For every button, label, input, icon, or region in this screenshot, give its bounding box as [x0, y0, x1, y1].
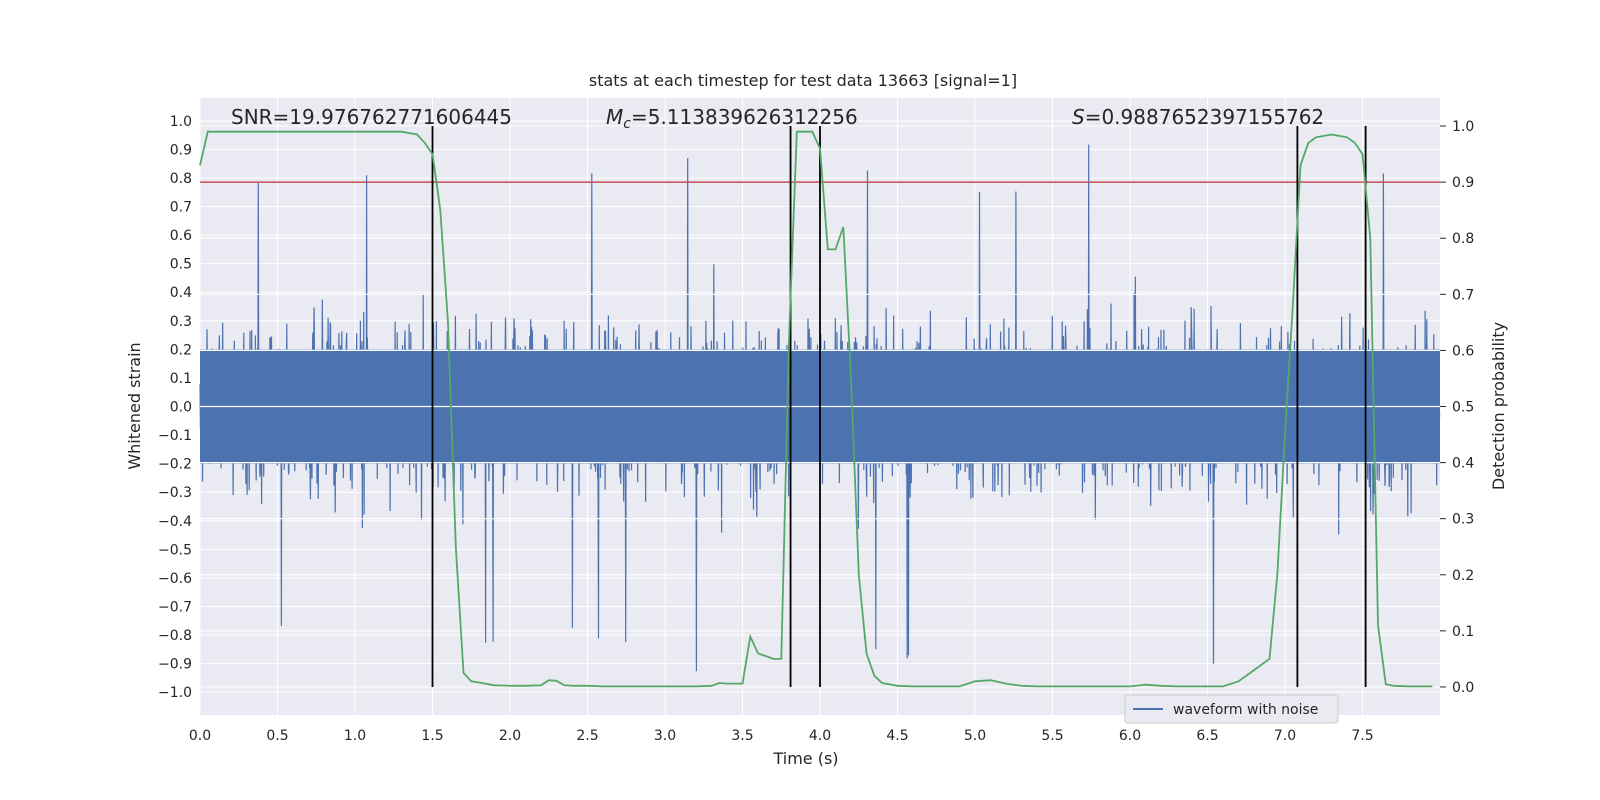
left-tick-label-15: −0.5	[158, 542, 192, 558]
left-tick-label-2: 0.8	[170, 171, 192, 187]
x-tick-label-7: 3.5	[731, 728, 753, 744]
x-tick-label-14: 7.0	[1274, 728, 1296, 744]
right-axis-label: Detection probability	[1489, 322, 1508, 490]
x-tick-label-10: 5.0	[964, 728, 986, 744]
mc-subscript: c	[623, 116, 631, 132]
x-tick-label-13: 6.5	[1196, 728, 1218, 744]
x-tick-label-4: 2.0	[499, 728, 521, 744]
left-tick-label-20: −1.0	[158, 685, 192, 701]
s-symbol: S	[1072, 105, 1085, 129]
chart-title: stats at each timestep for test data 136…	[589, 71, 1017, 90]
legend: waveform with noise	[1124, 694, 1339, 724]
s-value: =0.9887652397155762	[1085, 105, 1324, 129]
left-tick-label-4: 0.6	[170, 228, 192, 244]
left-tick-label-14: −0.4	[158, 514, 192, 530]
right-tick-label-7: 0.3	[1452, 512, 1474, 528]
left-tick-label-8: 0.2	[170, 342, 192, 358]
right-tick-label-2: 0.8	[1452, 231, 1474, 247]
right-tick-label-3: 0.7	[1452, 287, 1474, 303]
mc-value: =5.113839626312256	[631, 105, 858, 129]
x-tick-label-5: 2.5	[576, 728, 598, 744]
x-tick-label-8: 4.0	[809, 728, 831, 744]
left-tick-label-0: 1.0	[170, 114, 192, 130]
left-tick-label-11: −0.1	[158, 428, 192, 444]
left-tick-label-1: 0.9	[170, 142, 192, 158]
mc-annotation: Mc=5.113839626312256	[606, 105, 858, 132]
right-tick-label-6: 0.4	[1452, 456, 1474, 472]
x-tick-label-12: 6.0	[1119, 728, 1141, 744]
left-tick-label-13: −0.3	[158, 485, 192, 501]
left-tick-label-18: −0.8	[158, 628, 192, 644]
left-tick-label-17: −0.7	[158, 599, 192, 615]
left-tick-label-12: −0.2	[158, 457, 192, 473]
left-tick-label-19: −0.9	[158, 657, 192, 673]
x-tick-label-0: 0.0	[189, 728, 211, 744]
right-tick-label-1: 0.9	[1452, 175, 1474, 191]
left-tick-label-6: 0.4	[170, 285, 192, 301]
left-axis-ticks: 1.0 0.9 0.8 0.7 0.6 0.5 0.4 0.3 0.2 0.1 0.0 −0.1 −0.…	[158, 114, 192, 701]
left-tick-label-16: −0.6	[158, 571, 192, 587]
right-tick-label-8: 0.2	[1452, 568, 1474, 584]
x-axis-label: Time (s)	[772, 749, 838, 768]
left-tick-label-9: 0.1	[170, 371, 192, 387]
probability-line	[199, 130, 1433, 688]
legend-box	[1124, 694, 1339, 724]
x-tick-label-1: 0.5	[266, 728, 288, 744]
left-axis-label: Whitened strain	[125, 342, 144, 469]
legend-entry: waveform with noise	[1173, 702, 1318, 718]
left-tick-label-7: 0.3	[170, 314, 192, 330]
x-tick-label-9: 4.5	[886, 728, 908, 744]
right-tick-label-5: 0.5	[1452, 400, 1474, 416]
right-tick-label-10: 0.0	[1452, 680, 1474, 696]
right-tick-label-9: 0.1	[1452, 624, 1474, 640]
x-tick-label-2: 1.0	[344, 728, 366, 744]
x-tick-label-3: 1.5	[421, 728, 443, 744]
mc-symbol: M	[606, 105, 623, 129]
snr-annotation: SNR=19.976762771606445	[231, 105, 512, 129]
right-tick-label-0: 1.0	[1452, 119, 1474, 135]
left-tick-label-10: 0.0	[170, 400, 192, 416]
x-tick-label-15: 7.5	[1351, 728, 1373, 744]
s-annotation: S=0.9887652397155762	[1072, 105, 1324, 129]
x-tick-label-6: 3.0	[654, 728, 676, 744]
x-tick-label-11: 5.5	[1041, 728, 1063, 744]
left-tick-label-3: 0.7	[170, 200, 192, 216]
left-tick-label-5: 0.5	[170, 257, 192, 273]
right-tick-label-4: 0.6	[1452, 343, 1474, 359]
x-axis-ticks: 0.0 0.5 1.0 1.5 2.0 2.5 3.0 3.5 4.0 4.5 5.0 5.5 6.0 6…	[189, 728, 1374, 744]
right-axis-ticks: 1.0 0.9 0.8 0.7 0.6 0.5 0.4 0.3 0.2 0.1 0.0	[1440, 119, 1474, 696]
